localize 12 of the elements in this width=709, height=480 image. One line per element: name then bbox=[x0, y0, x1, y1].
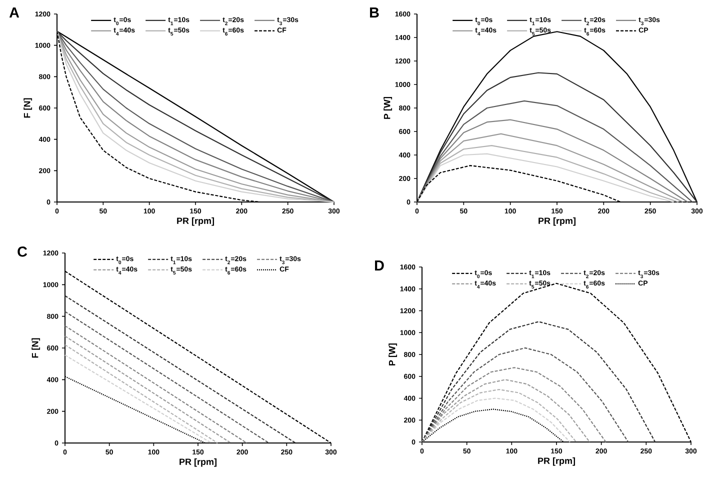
y-axis-title: P [W] bbox=[388, 344, 398, 366]
x-axis-title: PR [rpm] bbox=[180, 458, 216, 467]
chart-title: C bbox=[18, 246, 28, 257]
x-axis-title: PR [rpm] bbox=[177, 217, 214, 226]
x-axis-title: PR [rpm] bbox=[538, 457, 575, 466]
y-axis-title: F [N] bbox=[32, 338, 40, 358]
chart-title: D bbox=[375, 260, 384, 270]
x-axis-title: PR [rpm] bbox=[538, 217, 576, 226]
chart-title: B bbox=[370, 8, 379, 18]
y-axis-title: F [N] bbox=[24, 98, 32, 118]
chart-title: A bbox=[9, 8, 20, 18]
y-axis-title: P [W] bbox=[384, 97, 392, 119]
